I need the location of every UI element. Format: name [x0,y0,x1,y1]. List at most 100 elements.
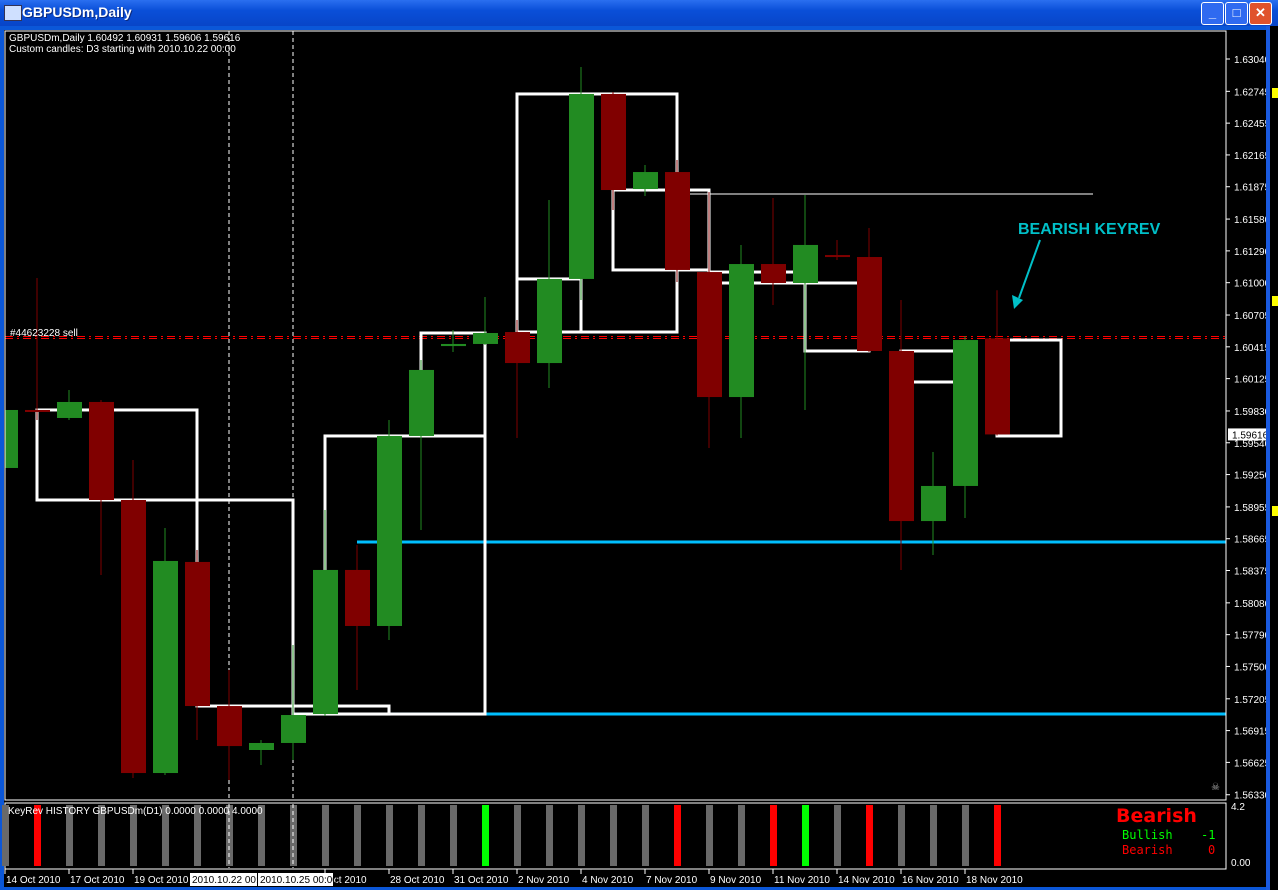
price-chart-border [4,30,1227,801]
keyrev-histogram-bar [930,805,937,866]
bullish-value: -1 [1201,828,1215,842]
keyrev-histogram-bar [386,805,393,866]
candle[interactable] [889,300,914,570]
candle-body [921,485,946,522]
candle[interactable] [857,227,882,352]
keyrev-histogram-bar [354,805,361,866]
candle[interactable] [921,451,946,556]
keyrev-histogram-bar [642,805,649,866]
window-title: GBPUSDm,Daily [22,4,132,20]
candle[interactable] [345,544,370,691]
keyrev-histogram-bar [34,805,41,866]
candle[interactable] [89,400,114,575]
close-button[interactable]: ✕ [1249,2,1272,25]
time-tick-label: 7 Nov 2010 [646,875,698,886]
candle[interactable] [665,159,690,283]
keyrev-histogram-bar [610,805,617,866]
candle-body [793,244,818,284]
maximize-button[interactable]: □ [1225,2,1248,25]
indicator-title: KeyRev HISTORY GBPUSDm(D1) 0.0000 0.0000… [8,806,263,817]
candle-body [953,340,978,486]
keyrev-histogram-bar [482,805,489,866]
candle-body [409,369,434,436]
keyrev-histogram-bar [674,805,681,866]
time-tick-label: 14 Nov 2010 [838,875,895,886]
candle[interactable] [537,200,562,389]
candle[interactable] [249,740,274,766]
candle[interactable] [185,550,210,741]
candle-body [281,715,306,743]
candle[interactable] [473,297,498,345]
candle-body [153,560,178,774]
time-tick-label: 9 Nov 2010 [710,875,762,886]
price-tick-label: 1.62165 [1234,151,1266,162]
candle[interactable] [697,191,722,449]
candle[interactable] [0,405,18,470]
price-chart[interactable] [0,31,1226,800]
time-tick-label: 28 Oct 2010 [390,875,445,886]
keyrev-histogram-bar [706,805,713,866]
time-marker-box [190,873,257,886]
candle-body [857,257,882,351]
candle[interactable] [569,66,594,300]
keyrev-indicator[interactable] [2,804,1001,868]
background-window-strip [1266,26,1278,890]
time-tick-label: 2 Nov 2010 [518,875,570,886]
candle[interactable] [409,359,434,531]
candle-body [825,255,850,258]
candle[interactable] [313,509,338,717]
candle[interactable] [57,390,82,420]
candle-body [313,569,338,715]
order-line-label[interactable]: #44623228 sell [10,328,78,339]
keyrev-signal-title: Bearish [1116,805,1197,827]
time-tick-label: Oct 2010 [326,875,367,886]
keyrev-histogram-bar [514,805,521,866]
minimize-button[interactable]: _ [1201,2,1224,25]
candle[interactable] [25,277,50,420]
keyrev-histogram-bar [994,805,1001,866]
time-marker-label: 2010.10.25 00:00 [260,875,338,886]
candle[interactable] [441,330,466,352]
candle[interactable] [825,240,850,260]
candle[interactable] [761,198,786,306]
time-tick-label: 4 Nov 2010 [582,875,634,886]
candle[interactable] [121,459,146,778]
price-tick-label: 1.61000 [1234,279,1266,290]
keyrev-histogram-bar [450,805,457,866]
candle[interactable] [953,335,978,518]
price-tick-label: 1.62455 [1234,119,1266,130]
price-tick-label: 1.58955 [1234,503,1266,514]
candle[interactable] [793,194,818,410]
candle-body [441,343,466,347]
time-tick-label: 17 Oct 2010 [70,875,125,886]
price-tick-label: 1.58080 [1234,599,1266,610]
price-tick-label: 1.57790 [1234,631,1266,642]
candle[interactable] [601,91,626,210]
time-axis: 14 Oct 2010 17 Oct 2010 19 Oct 2010 Oct 201… [4,869,1023,886]
candle[interactable] [153,527,178,775]
price-tick-label: 1.56625 [1234,758,1266,769]
bearish-label: Bearish [1122,843,1173,857]
keyrev-histogram-bar [898,805,905,866]
candle[interactable] [729,244,754,439]
keyrev-histogram-bar [2,805,9,866]
skull-icon: ☠ [1211,782,1220,793]
candle[interactable] [985,290,1010,436]
window-title-bar: GBPUSDm,Daily _ □ ✕ [0,0,1278,26]
candle-body [57,401,82,418]
candle[interactable] [377,419,402,641]
keyrev-histogram-bar [66,805,73,866]
candle[interactable] [633,165,658,197]
time-tick-label: 16 Nov 2010 [902,875,959,886]
price-tick-label: 1.63040 [1234,55,1266,66]
candle[interactable] [281,644,306,760]
time-marker-label: 2010.10.22 00: [192,875,259,886]
chart-header-ohlc: GBPUSDm,Daily 1.60492 1.60931 1.59606 1.… [9,33,241,44]
candle[interactable] [505,319,530,439]
price-tick-label: 1.57500 [1234,662,1266,673]
candle-body [121,500,146,774]
keyrev-histogram-bar [258,805,265,866]
bullish-label: Bullish [1122,828,1173,842]
candle[interactable] [217,669,242,781]
